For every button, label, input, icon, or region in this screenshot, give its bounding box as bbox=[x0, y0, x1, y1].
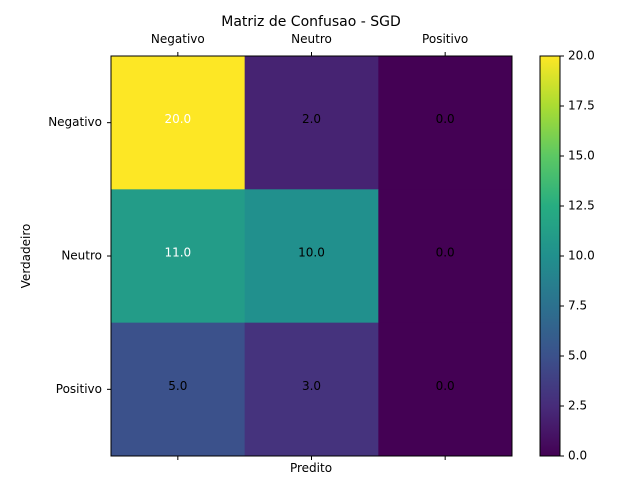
x-tick-label: Positivo bbox=[422, 32, 468, 46]
cell-value-label: 3.0 bbox=[302, 379, 321, 393]
y-tick-label: Negativo bbox=[48, 115, 102, 129]
y-axis-label: Verdadeiro bbox=[19, 224, 33, 289]
cell-value-label: 5.0 bbox=[168, 379, 187, 393]
x-axis-ticks: Negativo Neutro Positivo bbox=[151, 32, 468, 460]
colorbar-tick-label: 10.0 bbox=[568, 249, 595, 263]
colorbar-tick-label: 2.5 bbox=[568, 399, 587, 413]
heatmap-cell bbox=[378, 189, 513, 324]
colorbar-tick-label: 20.0 bbox=[568, 49, 595, 63]
cell-value-label: 0.0 bbox=[436, 246, 455, 260]
x-axis-label: Predito bbox=[290, 461, 332, 475]
y-axis-ticks: Negativo Neutro Positivo bbox=[48, 115, 111, 396]
colorbar-tick-label: 17.5 bbox=[568, 99, 595, 113]
cell-value-label: 10.0 bbox=[298, 246, 325, 260]
cell-value-label: 20.0 bbox=[164, 112, 191, 126]
cell-value-label: 11.0 bbox=[164, 246, 191, 260]
heatmap-cell bbox=[244, 189, 379, 324]
y-tick-label: Positivo bbox=[56, 382, 102, 396]
cell-value-label: 0.0 bbox=[436, 112, 455, 126]
colorbar-tick-label: 7.5 bbox=[568, 299, 587, 313]
cell-value-label: 0.0 bbox=[436, 379, 455, 393]
x-tick-label: Neutro bbox=[291, 32, 332, 46]
x-tick-label: Negativo bbox=[151, 32, 205, 46]
colorbar-tick-label: 15.0 bbox=[568, 149, 595, 163]
heatmap-cells bbox=[111, 56, 513, 457]
colorbar-tick-label: 0.0 bbox=[568, 449, 587, 463]
heatmap-cell bbox=[111, 56, 246, 190]
heatmap-cell bbox=[111, 322, 246, 457]
heatmap-cell bbox=[378, 56, 513, 190]
y-tick-label: Neutro bbox=[61, 249, 102, 263]
heatmap-cell bbox=[378, 322, 513, 457]
colorbar bbox=[539, 55, 561, 457]
colorbar-ticks: 0.0 2.5 5.0 7.5 10.0 12.5 15.0 17.5 20.0 bbox=[560, 49, 595, 463]
heatmap-cell-labels: 20.0 2.0 0.0 11.0 10.0 0.0 5.0 3.0 0.0 bbox=[164, 112, 454, 393]
heatmap-cell bbox=[111, 189, 246, 324]
colorbar-tick-label: 5.0 bbox=[568, 349, 587, 363]
chart-title: Matriz de Confusao - SGD bbox=[221, 14, 400, 30]
colorbar-tick-label: 12.5 bbox=[568, 199, 595, 213]
heatmap-cell bbox=[244, 322, 379, 457]
cell-value-label: 2.0 bbox=[302, 112, 321, 126]
heatmap-cell bbox=[244, 56, 379, 190]
